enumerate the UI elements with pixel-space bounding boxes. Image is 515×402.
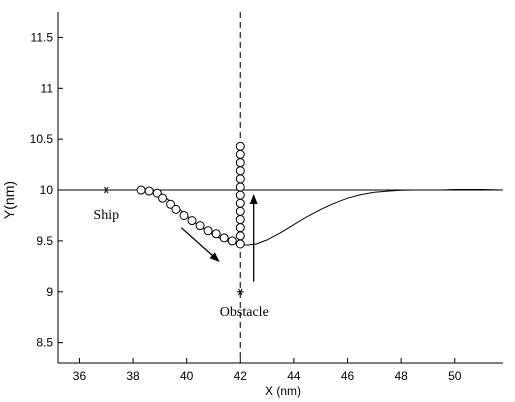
y-tick-label: 10 (40, 183, 54, 197)
circle-marker (235, 198, 245, 208)
circle-marker (235, 166, 245, 176)
star-stroke (104, 186, 109, 194)
point-label: Obstacle (220, 305, 269, 320)
y-tick-label: 11.5 (31, 30, 54, 44)
x-tick-label: 38 (126, 369, 140, 383)
circle-marker (235, 206, 245, 216)
circle-marker (235, 190, 245, 200)
x-tick-label: 40 (180, 369, 194, 383)
circle-marker (235, 231, 245, 241)
circle-marker (235, 174, 245, 184)
circle-marker (136, 185, 146, 195)
y-tick-label: 9 (46, 285, 53, 299)
y-tick-label: 10.5 (30, 132, 54, 146)
y-tick-label: 11 (41, 81, 54, 95)
circle-marker (158, 193, 168, 203)
x-tick-label: 44 (287, 369, 301, 383)
circle-marker (235, 141, 245, 151)
trajectory-curve (141, 189, 504, 246)
circle-marker (235, 158, 245, 168)
circle-marker (227, 236, 237, 246)
star-marker (236, 288, 244, 296)
circle-marker (235, 239, 245, 249)
circle-marker (235, 182, 245, 192)
circle-marker (187, 216, 197, 226)
circle-marker (235, 215, 245, 225)
x-tick-label: 46 (341, 369, 355, 383)
y-axis-label: Y(nm) (1, 181, 17, 219)
star-marker (102, 186, 110, 194)
point-label: Ship (93, 208, 119, 223)
y-tick-label: 8.5 (36, 336, 53, 350)
circle-marker (219, 233, 229, 243)
x-tick-label: 42 (234, 369, 248, 383)
circle-marker (211, 229, 221, 239)
circle-marker (235, 149, 245, 159)
circle-marker (166, 199, 176, 209)
plot-area: Ship Obstacle (58, 12, 504, 363)
circle-marker (144, 186, 154, 196)
y-tick-label: 9.5 (36, 234, 53, 248)
x-tick-label: 48 (394, 369, 408, 383)
circle-marker (235, 223, 245, 233)
circle-marker (203, 226, 213, 236)
circle-marker (171, 204, 181, 214)
circle-marker (195, 221, 205, 231)
star-stroke (238, 288, 243, 296)
x-axis-label: X (nm) (265, 384, 301, 398)
circle-marker (152, 188, 162, 198)
x-tick-label: 50 (448, 369, 462, 383)
circle-marker (179, 210, 189, 220)
axes: 36 38 40 42 44 46 48 50 8.5 9 9.5 10 10.5 11 11.5 (30, 12, 503, 383)
x-tick-label: 36 (73, 369, 87, 383)
direction-arrow (180, 227, 220, 262)
